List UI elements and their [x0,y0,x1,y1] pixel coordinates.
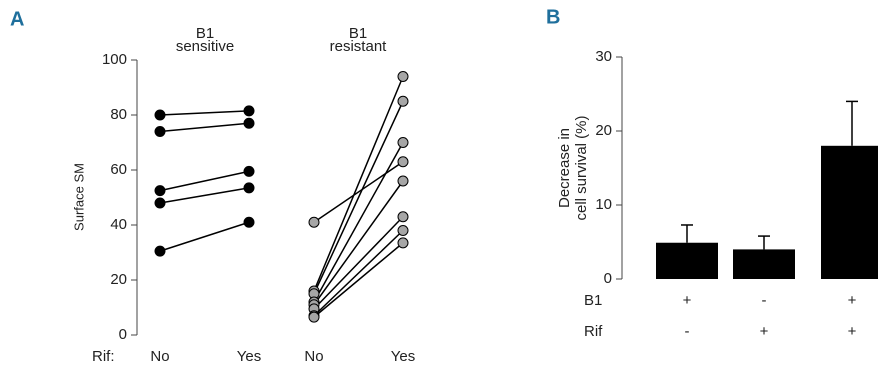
pair-line [313,229,404,317]
y-tick-label: 60 [110,161,127,178]
pair-line [313,242,404,318]
point [397,225,409,236]
condition-value: + [760,323,769,340]
condition-value: - [685,323,690,340]
pair-line [159,221,250,252]
pair-line [159,170,250,192]
group-label: resistant [330,38,388,55]
y-tick-label: 40 [110,216,127,233]
point [154,197,166,209]
group-label: B1 [349,25,367,42]
condition-value: + [848,323,857,340]
pair-line [313,216,404,310]
pair-line [159,122,250,133]
point [243,216,255,228]
x-tick-label: Yes [237,348,261,365]
group-label: B1 [196,25,214,42]
panel-label: B [546,6,560,28]
group-label: sensitive [176,38,234,55]
point [397,156,409,168]
condition-value: + [848,292,857,309]
point [154,126,166,137]
y-axis-label: cell survival (%) [573,115,590,220]
condition-value: - [762,292,767,309]
y-tick-label: 20 [595,122,612,139]
bar [821,145,878,279]
y-tick-label: 10 [595,196,612,213]
point [243,117,255,129]
y-tick-label: 80 [110,106,127,123]
point [397,211,409,223]
bar [733,249,795,279]
pair-line [313,180,404,306]
point [154,185,166,197]
point [397,237,409,249]
x-prefix: Rif: [92,348,115,365]
y-axis-label: Decrease in [556,128,573,208]
x-tick-label: No [304,348,323,365]
pair-line [159,110,250,116]
y-tick-label: 100 [102,51,127,68]
y-tick-label: 30 [595,48,612,65]
point [243,165,255,177]
bar [656,242,718,279]
panel-label: A [10,8,24,30]
y-tick-label: 0 [604,270,612,287]
pair-line [313,161,404,223]
point [154,245,166,257]
x-tick-label: No [150,348,169,365]
point [154,109,166,121]
point [397,175,409,187]
point [243,105,255,117]
y-tick-label: 0 [119,326,127,343]
pair-line [313,142,404,303]
point [397,95,409,107]
y-axis-label: Surface SM [71,163,86,231]
pair-line [159,187,250,204]
point [397,71,409,82]
point [308,216,320,228]
pair-line [313,100,404,295]
point [397,137,409,148]
condition-label: Rif [584,323,603,340]
condition-value: + [683,292,692,309]
y-tick-label: 20 [110,271,127,288]
x-tick-label: Yes [391,348,415,365]
condition-label: B1 [584,292,602,309]
point [243,182,255,194]
pair-line [313,76,404,292]
point [308,311,320,323]
